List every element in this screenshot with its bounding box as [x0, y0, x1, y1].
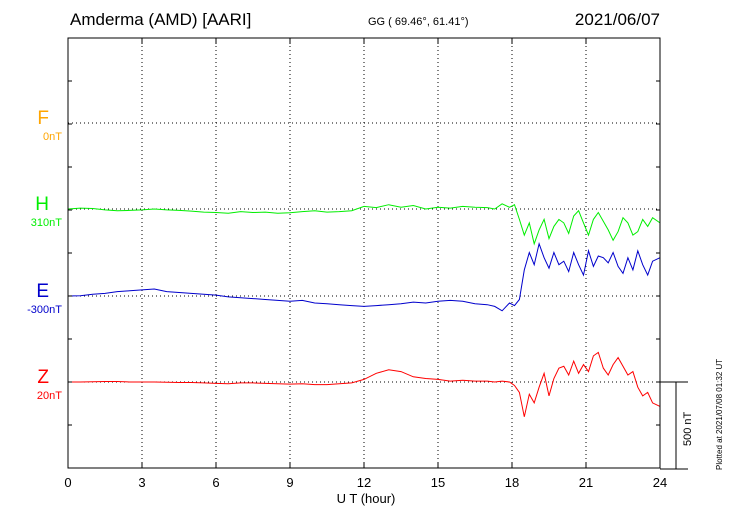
component-baseline-e: -300nT [27, 304, 62, 316]
x-tick-label: 0 [64, 475, 71, 490]
component-baseline-z: 20nT [36, 390, 62, 402]
x-tick-label: 18 [505, 475, 519, 490]
date-label: 2021/06/07 [574, 10, 660, 29]
series-line-z [68, 351, 661, 417]
x-tick-label: 12 [357, 475, 371, 490]
x-tick-label: 24 [653, 475, 667, 490]
axes: 0 3 6 9 12 15 18 21 24 [64, 37, 688, 490]
x-axis-label: U T (hour) [337, 491, 396, 506]
x-tick-label: 9 [286, 475, 293, 490]
grid [68, 38, 660, 468]
component-letter-h: H [35, 194, 49, 215]
x-tick-label: 6 [212, 475, 219, 490]
component-letter-e: E [36, 281, 49, 302]
component-letter-f: F [37, 108, 49, 129]
component-baseline-h: 310nT [30, 217, 62, 229]
series-line-h [67, 203, 661, 246]
series-group [67, 203, 661, 417]
x-tick-label: 3 [138, 475, 145, 490]
series-line-e [67, 242, 661, 312]
geographic-coordinates: GG ( 69.46°, 61.41°) [368, 16, 469, 28]
x-tick-label: 15 [431, 475, 445, 490]
station-title: Amderma (AMD) [AARI] [70, 10, 252, 29]
component-letter-z: Z [37, 367, 49, 388]
component-baseline-f: 0nT [43, 131, 62, 143]
x-tick-label: 21 [579, 475, 593, 490]
